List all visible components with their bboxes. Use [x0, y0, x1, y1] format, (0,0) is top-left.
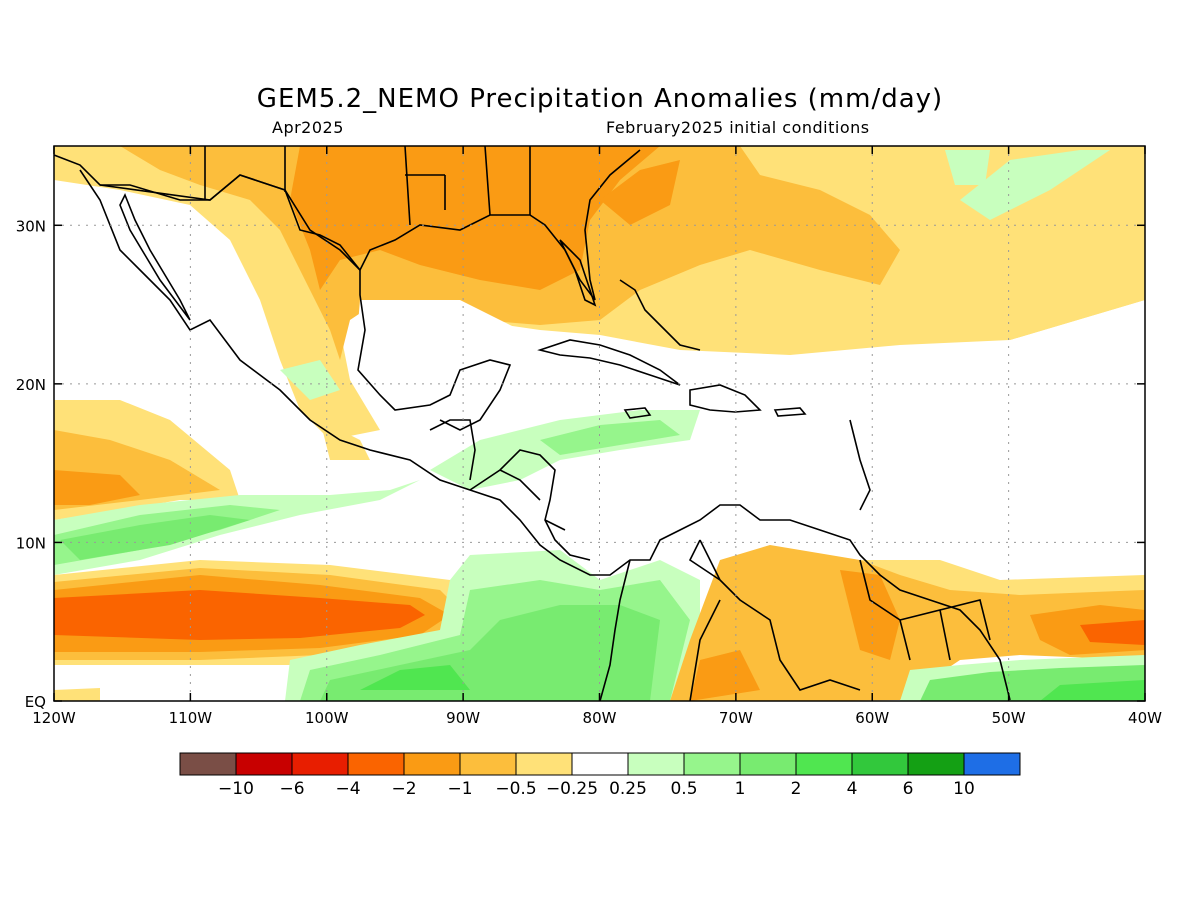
coastline-baja [119, 193, 191, 321]
anomaly-dry-atlantic-east-core [1080, 620, 1145, 645]
colorbar-label: 4 [847, 779, 858, 799]
coastline-us-gulf [54, 154, 512, 431]
anomaly-wet-pacific-light [54, 480, 420, 575]
coastline-hispaniola [689, 384, 762, 413]
lon-tick-label: 120W [32, 709, 76, 727]
colorbar-swatch [739, 752, 797, 776]
anomaly-dry-pacific-upper-core [54, 470, 140, 505]
coastline-bahamas [619, 279, 701, 351]
colorbar-swatch [459, 752, 517, 776]
lon-tick-label: 50W [992, 709, 1026, 727]
colorbar-swatch [291, 752, 349, 776]
coastline-florida [559, 239, 597, 307]
colorbar-swatch [179, 752, 237, 776]
coastline-cuba [537, 339, 681, 386]
anomaly-wet-pacific-core [60, 515, 250, 560]
colorbar-label: 6 [903, 779, 914, 799]
coastlines [54, 146, 1011, 701]
colorbar-label: −6 [279, 779, 304, 799]
colorbar-label: −0.5 [495, 779, 536, 799]
colorbar-swatch [851, 752, 909, 776]
colorbar-swatch [403, 752, 461, 776]
colorbar-swatch [683, 752, 741, 776]
colorbar-swatch [347, 752, 405, 776]
border-south-america [688, 539, 991, 701]
colorbar-label: −0.25 [546, 779, 598, 799]
colorbar-label: −4 [335, 779, 360, 799]
colorbar-label: 10 [953, 779, 975, 799]
colorbar-swatch [627, 752, 685, 776]
initial-conditions-label: February2025 initial conditions [606, 118, 870, 137]
colorbar-label: −10 [218, 779, 254, 799]
anomaly-neutral-caribbean [355, 300, 560, 410]
anomaly-dry-atlantic-orange [600, 160, 680, 225]
anomaly-fields [54, 146, 1145, 701]
anomaly-wet-caribbean-mid [540, 420, 680, 455]
anomaly-wet-mexico [280, 360, 340, 400]
lon-tick-label: 90W [446, 709, 480, 727]
colorbar-label: 0.5 [670, 779, 697, 799]
coastline-puerto-rico [773, 407, 807, 417]
anomaly-dry-mexico-coast [320, 420, 370, 460]
map-gridlines [54, 146, 1145, 701]
lat-tick-label: 30N [16, 217, 46, 235]
map-title: GEM5.2_NEMO Precipitation Anomalies (mm/… [256, 84, 944, 114]
anomaly-dry-atlantic-streak [1010, 170, 1145, 340]
anomaly-wet-atlantic-patch [945, 150, 990, 185]
coastline-jamaica [623, 407, 652, 419]
lon-tick-label: 80W [583, 709, 617, 727]
anomaly-dry-equator-patch [54, 688, 100, 701]
lat-tick-label: 20N [16, 376, 46, 394]
anomaly-dry-guianas-orange [840, 570, 900, 660]
coastline-mexico-pacific [79, 169, 1011, 701]
lon-tick-label: 100W [305, 709, 349, 727]
anomaly-dry-pacific-lower-core [54, 590, 425, 640]
axis-ticks: 120W 110W 100W 90W 80W 70W 60W 50W 40W EQ 10N 20N 30… [16, 146, 1162, 727]
colorbar-swatch [235, 752, 293, 776]
lon-tick-label: 70W [719, 709, 753, 727]
colorbar-swatch [571, 752, 629, 776]
forecast-month: Apr2025 [272, 118, 344, 137]
colorbar-label: −2 [391, 779, 416, 799]
coastline-central-america-east [469, 449, 591, 561]
lon-tick-label: 60W [855, 709, 889, 727]
coastline-gulf-north [359, 149, 641, 301]
border-us-states [204, 146, 531, 226]
colorbar-label: 0.25 [609, 779, 647, 799]
colorbar-label: −1 [447, 779, 472, 799]
lat-tick-label: 10N [16, 534, 46, 552]
colorbar-swatch [515, 752, 573, 776]
anomaly-wet-atlantic-streak [960, 150, 1110, 220]
colorbar-swatch [907, 752, 965, 776]
anomaly-dry-south-america-light [670, 545, 1145, 701]
border-central-america [429, 419, 566, 531]
anomaly-dry-sa-yellow [860, 560, 1145, 595]
anomaly-wet-pacific-south-strong [360, 665, 470, 690]
colorbar: −10 −6 −4 −2 −1 −0.5 −0.25 0.25 0.5 1 2 4 6 10 [179, 752, 1021, 799]
colorbar-label: 1 [735, 779, 746, 799]
colorbar-swatch [963, 752, 1021, 776]
anomaly-wet-brazil-strong [1040, 680, 1145, 701]
anomaly-dry-south-america-orange [690, 650, 760, 701]
coastline-lesser-antilles [849, 419, 871, 511]
colorbar-swatch [795, 752, 853, 776]
colorbar-label: 2 [791, 779, 802, 799]
lon-tick-label: 40W [1128, 709, 1162, 727]
lon-tick-label: 110W [169, 709, 213, 727]
coastline-south-america-west [599, 559, 631, 701]
lat-tick-label: EQ [25, 693, 46, 711]
